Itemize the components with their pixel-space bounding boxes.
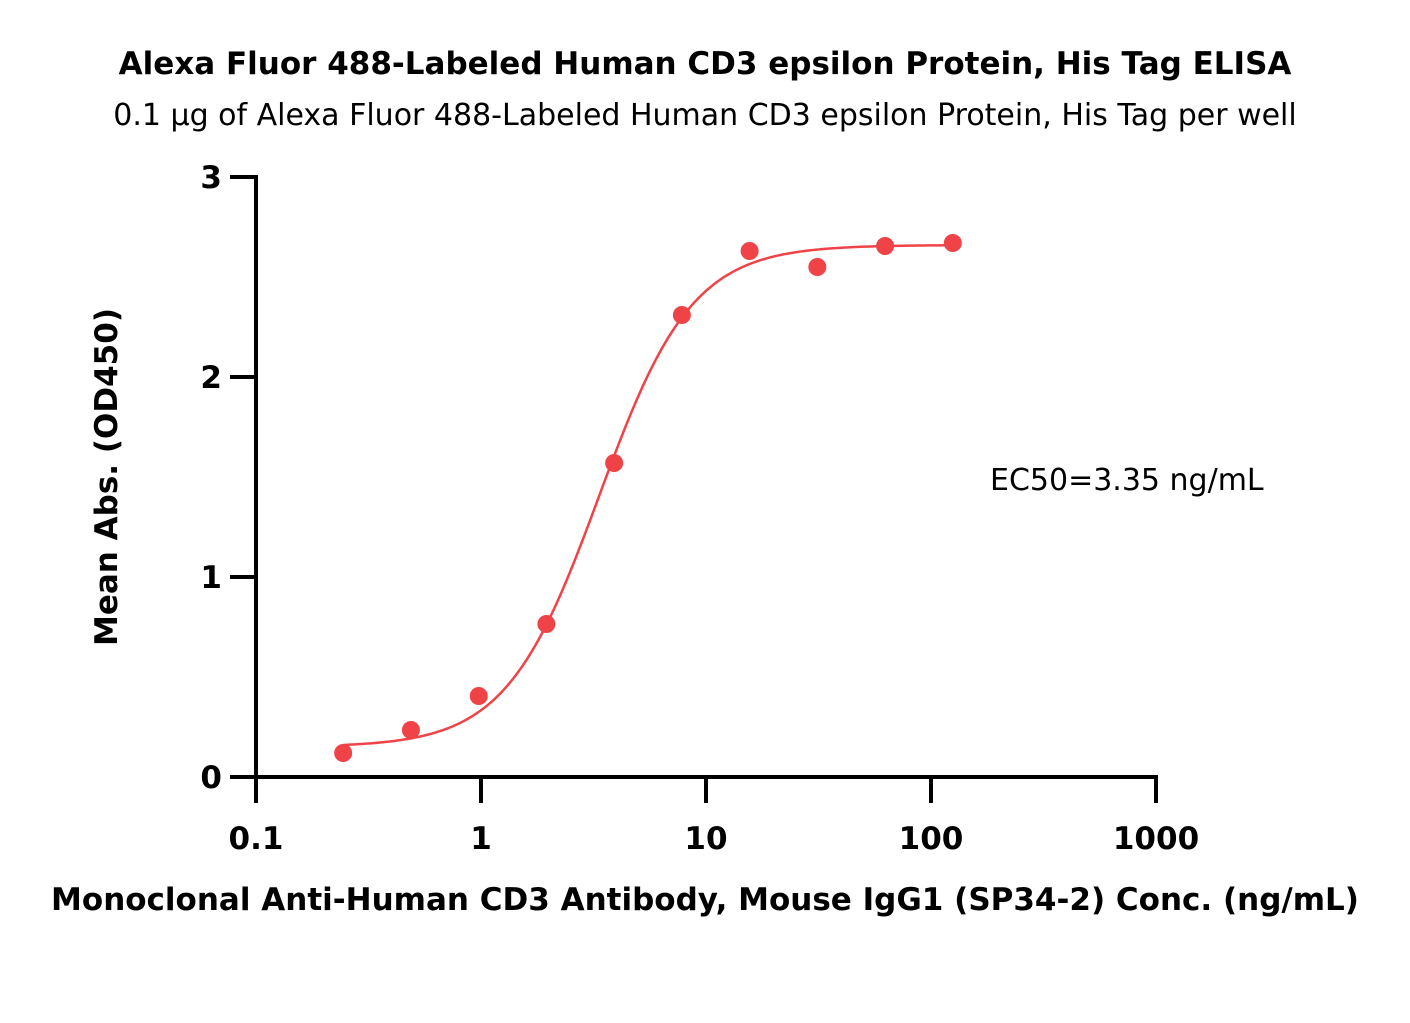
x-tick-label: 1: [470, 821, 492, 857]
data-point: [876, 237, 895, 255]
y-axis-label: Mean Abs. (OD450): [89, 308, 125, 646]
data-point: [334, 744, 353, 762]
x-tick-label: 1000: [1113, 821, 1199, 857]
chart-subtitle: 0.1 μg of Alexa Fluor 488-Labeled Human …: [113, 98, 1297, 133]
fit-curve: [343, 244, 953, 747]
data-point: [672, 306, 691, 324]
y-tick-label: 0: [200, 760, 222, 796]
data-point: [740, 242, 759, 260]
ec50-annotation: EC50=3.35 ng/mL: [990, 463, 1264, 498]
x-tick-label: 0.1: [229, 821, 284, 857]
data-points-layer: [334, 234, 962, 762]
y-tick-label: 3: [200, 160, 222, 196]
y-tick-label: 1: [200, 560, 222, 596]
data-point: [401, 721, 420, 739]
data-point: [605, 454, 624, 472]
fit-curve-layer: [343, 244, 953, 747]
data-point: [808, 258, 827, 276]
chart-title: Alexa Fluor 488-Labeled Human CD3 epsilo…: [118, 46, 1292, 82]
data-point: [537, 615, 556, 633]
data-point: [943, 234, 962, 252]
x-tick-label: 100: [899, 821, 964, 857]
x-tick-label: 10: [684, 821, 727, 857]
y-tick-label: 2: [200, 360, 222, 396]
data-point: [469, 687, 488, 705]
x-axis-label: Monoclonal Anti-Human CD3 Antibody, Mous…: [51, 882, 1359, 918]
chart-axes: 0 1 2 3 0.1 1 10 100 1000: [200, 160, 1199, 857]
